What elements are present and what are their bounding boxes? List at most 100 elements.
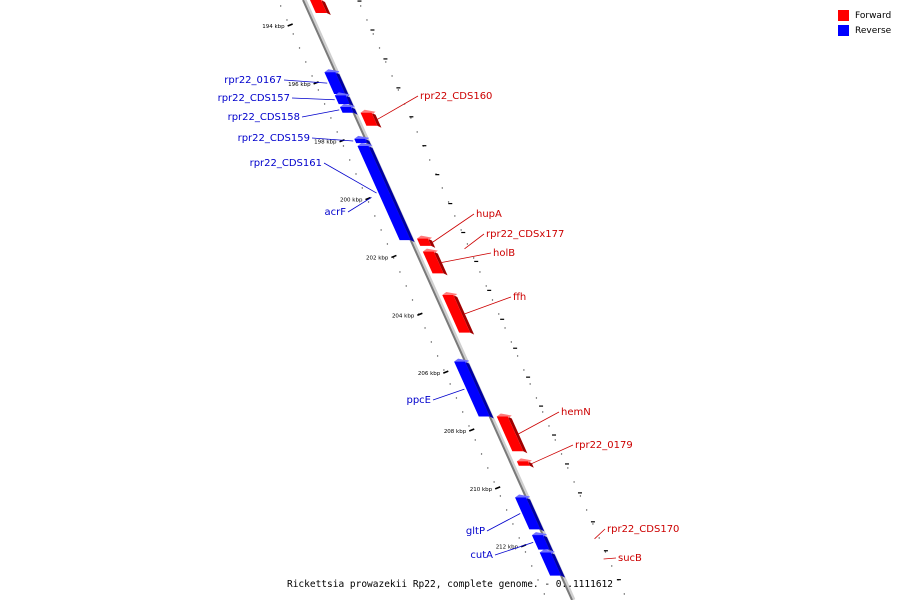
- gene-label-leader: [518, 411, 560, 435]
- gene-label[interactable]: sucB: [618, 553, 642, 564]
- gene-label[interactable]: rpr22_CDS158: [228, 112, 300, 123]
- track-dot: [330, 117, 332, 119]
- track-dot: [436, 355, 439, 357]
- track-dot: [516, 355, 519, 357]
- track-dot: [573, 481, 575, 483]
- gene-label-leader: [464, 233, 485, 250]
- forward-gene-block[interactable]: [442, 295, 471, 333]
- gene-label-leader: [594, 528, 606, 540]
- reverse-gene-block[interactable]: [354, 138, 368, 144]
- gene-label[interactable]: rpr22_0179: [575, 440, 633, 451]
- track-dot: [466, 243, 469, 245]
- reverse-gene-block[interactable]: [357, 146, 411, 241]
- legend-item-forward: Forward: [838, 8, 891, 23]
- gene-label-leader: [323, 162, 377, 194]
- gene-label[interactable]: rpr22_CDS159: [238, 133, 310, 144]
- gene-label[interactable]: hupA: [476, 209, 502, 220]
- forward-gene-block[interactable]: [309, 0, 327, 13]
- track-dot: [523, 369, 525, 371]
- track-dot: [447, 201, 450, 203]
- track-dot: [542, 411, 544, 413]
- track-dot: [554, 439, 556, 441]
- track-dot: [385, 61, 387, 63]
- track-dot: [585, 509, 588, 511]
- track-dot: [510, 341, 513, 343]
- gene-label-leader: [486, 513, 521, 532]
- reverse-gene-block[interactable]: [339, 107, 354, 113]
- track-dot: [604, 551, 607, 553]
- gene-block-side: [427, 238, 436, 248]
- gene-label-leader: [603, 557, 617, 560]
- track-dot: [537, 579, 539, 581]
- gene-label-leader: [347, 197, 372, 213]
- track-dot: [298, 47, 301, 49]
- forward-gene-block[interactable]: [416, 238, 432, 246]
- track-dot: [611, 565, 613, 567]
- track-dot: [292, 33, 294, 35]
- forward-gene-block[interactable]: [496, 416, 524, 452]
- reverse-gene-block[interactable]: [539, 552, 562, 576]
- reverse-gene-block[interactable]: [334, 95, 350, 105]
- track-dot: [579, 495, 582, 497]
- ruler-ticks: 194 kbp 196 kbp 198 kbp 200 kbp 202 kbp 204 k…: [262, 0, 621, 581]
- track-dot: [512, 523, 514, 525]
- gene-block-side: [320, 0, 331, 15]
- track-dot: [443, 369, 445, 371]
- ruler-tick-label: 206 kbp: [418, 371, 441, 377]
- forward-gene-block[interactable]: [516, 461, 530, 466]
- gene-label[interactable]: acrF: [325, 207, 347, 218]
- legend-forward-label: Forward: [855, 10, 892, 21]
- reverse-gene-block[interactable]: [515, 497, 541, 530]
- legend-reverse-label: Reverse: [855, 25, 892, 36]
- ruler-tick-label: 204 kbp: [392, 313, 415, 319]
- forward-swatch-icon: [838, 10, 849, 21]
- ruler-tick-mark: [287, 23, 293, 27]
- track-dot: [485, 285, 487, 287]
- gene-block-side: [350, 107, 358, 115]
- track-dot: [349, 159, 351, 161]
- forward-gene-block[interactable]: [360, 112, 378, 126]
- gene-label[interactable]: rpr22_CDS161: [250, 158, 322, 169]
- gene-block-side: [507, 416, 528, 454]
- track-dot: [567, 467, 569, 469]
- track-dot: [359, 5, 362, 7]
- track-dot: [535, 397, 538, 399]
- gene-label[interactable]: rpr22_CDSx177: [486, 229, 564, 240]
- track-dot: [372, 33, 374, 35]
- reverse-gene-block[interactable]: [324, 72, 346, 94]
- track-dot: [474, 439, 476, 441]
- gene-label[interactable]: gltP: [466, 526, 485, 537]
- gene-label[interactable]: rpr22_CDS157: [218, 93, 290, 104]
- gene-label[interactable]: cutA: [470, 550, 493, 561]
- gene-label-leader: [377, 95, 419, 120]
- reverse-gene-block[interactable]: [454, 361, 490, 417]
- gene-label[interactable]: hemN: [561, 407, 591, 418]
- track-dot: [455, 397, 458, 399]
- gene-label-leader: [464, 296, 512, 315]
- track-dot: [499, 495, 502, 497]
- track-dot: [493, 481, 495, 483]
- gene-label[interactable]: rpr22_CDS160: [420, 91, 492, 102]
- track-dot: [424, 327, 426, 329]
- gene-label-leader: [311, 137, 354, 142]
- ruler-tick-label: 208 kbp: [444, 429, 467, 435]
- gene-label[interactable]: ffh: [513, 292, 526, 303]
- gene-label[interactable]: rpr22_0167: [224, 75, 282, 86]
- gene-labels: rpr22_0167 rpr22_CDS157 rpr22_CDS158 rpr22_…: [218, 75, 680, 564]
- track-dot: [454, 215, 456, 217]
- reverse-gene-block[interactable]: [531, 535, 550, 550]
- gene-label[interactable]: rpr22_CDS170: [607, 524, 679, 535]
- track-dot: [311, 75, 313, 77]
- track-dot: [548, 425, 550, 427]
- track-dot: [380, 229, 382, 231]
- track-dot: [487, 467, 489, 469]
- ruler-tick-label: 198 kbp: [314, 140, 337, 146]
- track-dot: [410, 117, 412, 119]
- forward-gene-block[interactable]: [422, 251, 444, 274]
- gene-label[interactable]: holB: [493, 248, 515, 259]
- gene-block-side: [465, 361, 494, 419]
- gene-label[interactable]: ppcE: [406, 395, 431, 406]
- gene-block-side: [550, 552, 566, 578]
- track-dot: [498, 313, 500, 315]
